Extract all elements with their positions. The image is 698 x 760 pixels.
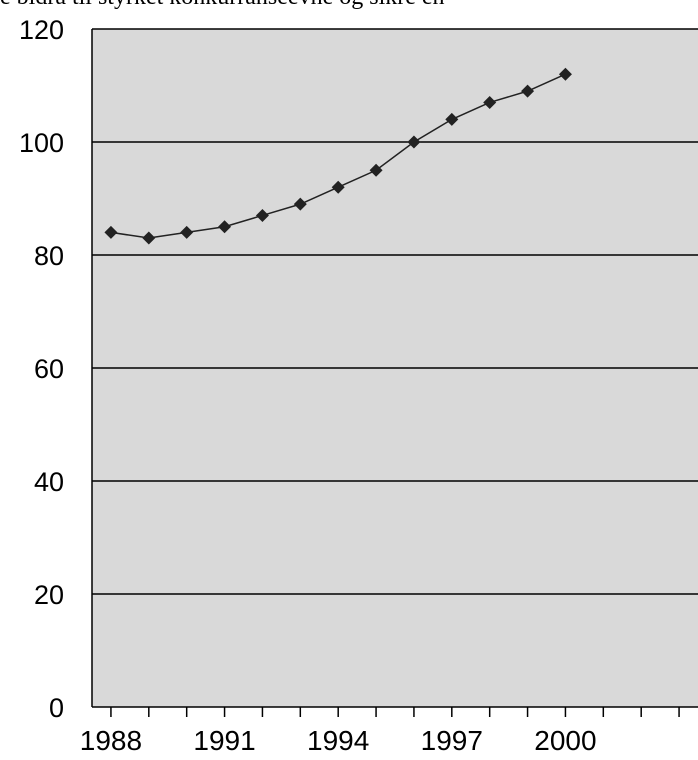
x-axis-tick-labels: 1988 1991 1994 1997 2000 <box>80 725 597 756</box>
x-axis-ticks <box>110 707 680 717</box>
y-axis-tick-labels: 0 20 40 60 80 100 120 <box>19 15 64 723</box>
y-tick-label-5: 100 <box>19 128 64 158</box>
gridlines <box>92 28 698 595</box>
data-point-1990 <box>180 225 194 239</box>
clipped-caption-text: e bidra til styrket konkurranseevne og s… <box>0 0 698 11</box>
data-point-1988 <box>104 225 118 239</box>
x-tick-label-4: 2000 <box>534 725 596 756</box>
y-tick-label-4: 80 <box>34 241 64 271</box>
y-tick-label-6: 120 <box>19 15 64 45</box>
x-tick-label-1: 1991 <box>193 725 255 756</box>
data-point-1998 <box>483 95 497 109</box>
data-point-1994 <box>331 180 345 194</box>
data-point-1989 <box>142 231 156 245</box>
y-tick-label-1: 20 <box>34 580 64 610</box>
y-tick-label-3: 60 <box>34 354 64 384</box>
data-point-1993 <box>293 197 307 211</box>
data-point-1997 <box>445 112 459 126</box>
data-point-1991 <box>218 220 232 234</box>
data-point-1995 <box>369 163 383 177</box>
x-tick-label-3: 1997 <box>421 725 483 756</box>
y-tick-label-2: 40 <box>34 467 64 497</box>
series-group <box>104 67 572 245</box>
data-point-2000 <box>558 67 572 81</box>
data-point-1999 <box>521 84 535 98</box>
x-tick-label-0: 1988 <box>80 725 142 756</box>
x-tick-label-2: 1994 <box>307 725 369 756</box>
y-tick-label-0: 0 <box>49 693 64 723</box>
data-point-1996 <box>407 135 421 149</box>
data-point-1992 <box>255 208 269 222</box>
